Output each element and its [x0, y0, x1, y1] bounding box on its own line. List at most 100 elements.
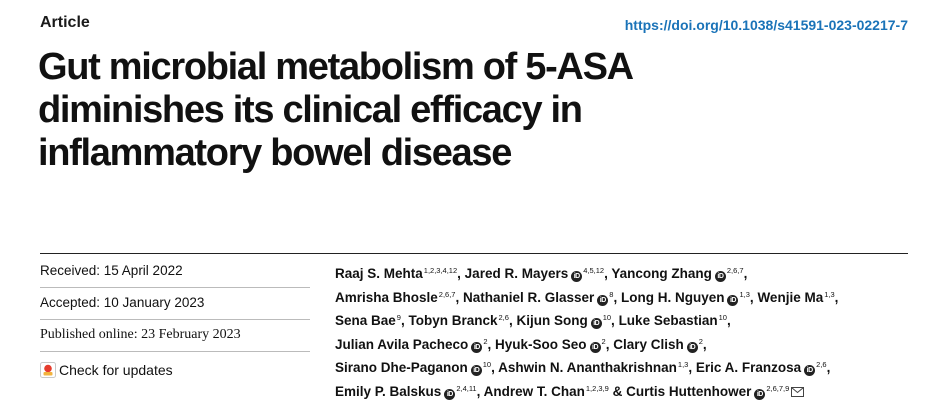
author-line: Julian Avila Pacheco iD2, Hyuk-Soo Seo iD2…: [335, 332, 910, 356]
author-list: Raaj S. Mehta1,2,3,4,12, Jared R. Mayers…: [335, 261, 910, 402]
author-separator: ,: [476, 383, 484, 399]
author-line: Sena Bae9, Tobyn Branck2,6, Kijun Song iD…: [335, 308, 910, 332]
author-name: Tobyn Branck: [408, 313, 498, 328]
author-name: Sena Bae: [335, 313, 396, 328]
author-name: Nathaniel R. Glasser: [462, 289, 595, 305]
author-separator: ,: [611, 313, 619, 328]
author[interactable]: Andrew T. Chan1,2,3,9: [484, 384, 609, 399]
affiliation-numbers: 10: [482, 360, 492, 369]
author-line: Emily P. Balskus iD2,4,11, Andrew T. Chan…: [335, 379, 910, 403]
orcid-icon[interactable]: iD: [727, 294, 739, 306]
affiliation-numbers: 2,6,7,9: [766, 383, 790, 393]
published-date: Published online: 23 February 2023: [40, 325, 310, 352]
author-name: Long H. Nguyen: [620, 289, 725, 305]
author-separator: ,: [455, 289, 463, 305]
author-separator: ,: [688, 360, 696, 375]
author-name: Raaj S. Mehta: [335, 266, 423, 281]
author[interactable]: Sirano Dhe-Paganon iD10: [335, 360, 492, 376]
email-icon[interactable]: [791, 386, 805, 397]
author-separator: ,: [508, 313, 517, 328]
orcid-icon[interactable]: iD: [444, 388, 456, 400]
affiliation-numbers: 2,4,11: [456, 383, 477, 393]
orcid-icon[interactable]: iD: [589, 341, 601, 353]
received-date: Received: 15 April 2022: [40, 261, 310, 288]
orcid-icon[interactable]: iD: [470, 365, 482, 376]
header-divider: [40, 253, 908, 254]
affiliation-numbers: 2: [698, 336, 703, 346]
author[interactable]: Clary Clish iD2: [613, 336, 703, 353]
author-separator: ,: [400, 313, 409, 328]
author-separator: ,: [613, 289, 621, 305]
author-name: Amrisha Bhosle: [335, 289, 438, 305]
author[interactable]: Jared R. Mayers iD4,5,12: [464, 266, 604, 282]
author-separator: ,: [604, 266, 612, 281]
author[interactable]: Amrisha Bhosle2,6,7: [335, 290, 455, 305]
affiliation-numbers: 2: [483, 336, 488, 346]
author[interactable]: Julian Avila Pacheco iD2: [335, 336, 488, 353]
title-line: Gut microbial metabolism of 5-ASA: [38, 46, 634, 88]
author-line: Amrisha Bhosle2,6,7, Nathaniel R. Glasse…: [335, 285, 910, 309]
author-name: Kijun Song: [516, 313, 588, 328]
author-separator: ,: [702, 336, 707, 352]
orcid-icon[interactable]: iD: [714, 271, 726, 282]
author[interactable]: Luke Sebastian10: [619, 313, 727, 328]
author-name: Eric A. Franzosa: [695, 360, 802, 375]
author-line: Raaj S. Mehta1,2,3,4,12, Jared R. Mayers…: [335, 261, 910, 285]
author[interactable]: Hyuk-Soo Seo iD2: [495, 337, 606, 353]
affiliation-numbers: 2,6: [498, 313, 509, 322]
author[interactable]: Long H. Nguyen iD1,3: [620, 289, 750, 306]
affiliation-numbers: 2,6,7: [726, 266, 744, 275]
orcid-icon[interactable]: iD: [590, 318, 602, 329]
affiliation-numbers: 9: [396, 313, 401, 322]
author[interactable]: Emily P. Balskus iD2,4,11: [335, 383, 477, 400]
orcid-icon[interactable]: iD: [571, 271, 583, 282]
author-separator: ,: [726, 313, 731, 328]
author-name: Jared R. Mayers: [464, 266, 569, 281]
check-for-updates-label: Check for updates: [59, 362, 173, 378]
orcid-icon[interactable]: iD: [597, 294, 609, 306]
author[interactable]: Kijun Song iD10: [516, 313, 611, 329]
author[interactable]: Sena Bae9: [335, 313, 401, 328]
affiliation-numbers: 2,6,7: [438, 289, 456, 299]
author-separator: ,: [605, 336, 614, 352]
author[interactable]: Ashwin N. Ananthakrishnan1,3: [498, 360, 688, 375]
affiliation-numbers: 1,3: [739, 289, 750, 299]
author-separator: ,: [749, 289, 758, 305]
accepted-date: Accepted: 10 January 2023: [40, 293, 310, 320]
author-name: Julian Avila Pacheco: [335, 336, 469, 352]
check-for-updates-icon: [40, 362, 56, 378]
check-for-updates-button[interactable]: Check for updates: [40, 358, 310, 382]
title-line: diminishes its clinical efficacy in: [38, 89, 583, 131]
doi-link[interactable]: https://doi.org/10.1038/s41591-023-02217…: [624, 17, 908, 33]
author-separator: ,: [834, 289, 839, 305]
affiliation-numbers: 1,2,3,9: [585, 383, 609, 393]
affiliation-numbers: 8: [609, 289, 614, 299]
article-type-label: Article: [40, 14, 90, 31]
affiliation-numbers: 1,3: [677, 360, 689, 369]
author[interactable]: Yancong Zhang iD2,6,7: [611, 266, 744, 282]
author[interactable]: Wenjie Ma1,3: [757, 290, 834, 305]
author-name: Emily P. Balskus: [335, 383, 442, 399]
orcid-icon[interactable]: iD: [804, 365, 816, 376]
author-separator: &: [608, 383, 627, 399]
author-line: Sirano Dhe-Paganon iD10, Ashwin N. Ananth…: [335, 355, 910, 379]
author-name: Sirano Dhe-Paganon: [335, 360, 468, 375]
author-name: Andrew T. Chan: [483, 383, 585, 399]
author[interactable]: Raaj S. Mehta1,2,3,4,12: [335, 266, 457, 281]
article-title: Gut microbial metabolism of 5-ASA dimini…: [38, 46, 898, 175]
author-name: Luke Sebastian: [618, 313, 718, 328]
author[interactable]: Nathaniel R. Glasser iD8: [462, 289, 614, 306]
orcid-icon[interactable]: iD: [754, 388, 766, 400]
author[interactable]: Eric A. Franzosa iD2,6: [695, 360, 827, 376]
author-name: Ashwin N. Ananthakrishnan: [498, 360, 677, 375]
author-separator: ,: [457, 266, 465, 281]
orcid-icon[interactable]: iD: [686, 341, 698, 353]
author-name: Yancong Zhang: [611, 266, 712, 281]
author[interactable]: Tobyn Branck2,6: [408, 313, 508, 328]
affiliation-numbers: 1,3: [824, 289, 835, 299]
author-separator: ,: [743, 266, 748, 281]
author[interactable]: Curtis Huttenhower iD2,6,7,9: [626, 383, 805, 400]
affiliation-numbers: 1,2,3,4,12: [423, 266, 458, 275]
orcid-icon[interactable]: iD: [471, 341, 483, 353]
author-separator: ,: [487, 336, 495, 352]
